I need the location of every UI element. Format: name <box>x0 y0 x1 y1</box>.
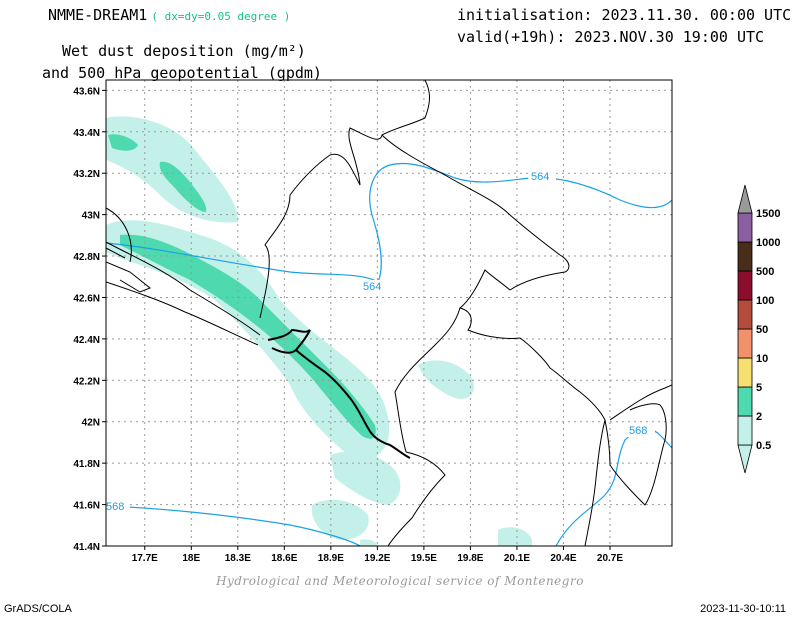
lat-ticks: 41.4N 41.6N 41.8N 42N 42.2N 42.4N 42.6N 42.8N 43… <box>73 86 106 553</box>
deposition-medium-coastal <box>120 234 376 439</box>
contour-564 <box>106 162 672 283</box>
colorbar-level-label: 10 <box>756 353 768 365</box>
resolution-label: ( dx=dy=0.05 degree ) <box>151 10 291 23</box>
country-borders <box>106 80 672 546</box>
deposition-light-se <box>498 527 532 546</box>
lat-tick-label: 43.4N <box>73 128 100 139</box>
colorbar-swatch <box>737 241 753 272</box>
lon-tick-label: 20.1E <box>504 553 530 564</box>
border-east <box>609 384 672 421</box>
plot-frame <box>105 79 673 547</box>
colorbar-arrow-low <box>737 444 753 474</box>
colorbar-swatch <box>737 386 753 417</box>
lat-tick-label: 43.6N <box>73 86 100 97</box>
model-name: NMME-DREAM1( dx=dy=0.05 degree ) <box>48 6 290 24</box>
deposition-light-south <box>330 451 401 505</box>
render-timestamp: 2023-11-30-10:11 <box>700 603 786 615</box>
coast-croatia <box>106 241 261 346</box>
lat-tick-label: 41.8N <box>73 459 100 470</box>
colorbar-swatch <box>737 270 753 301</box>
lon-tick-label: 18E <box>182 553 200 564</box>
credit-line: Hydrological and Meteorological service … <box>216 574 584 588</box>
contour-568-east <box>555 428 672 546</box>
deposition-colorbar: 0.5 2 5 10 50 100 500 1000 1500 <box>737 184 780 474</box>
colorbar-level-label: 5 <box>756 382 762 394</box>
deposition-light-east <box>418 360 475 399</box>
montenegro-coastline <box>267 328 411 459</box>
lon-tick-label: 18.3E <box>225 553 251 564</box>
contour-label-568-east: 568 <box>629 425 647 437</box>
map-title-line1: Wet dust deposition (mg/m²) <box>62 42 306 60</box>
lat-tick-label: 42.4N <box>73 335 100 346</box>
colorbar-swatch <box>737 299 753 330</box>
lat-tick-label: 43N <box>82 211 100 222</box>
colorbar-swatch <box>737 212 753 243</box>
colorbar-level-label: 50 <box>756 324 768 336</box>
lat-tick-label: 42.6N <box>73 293 100 304</box>
valid-time: valid(+19h): 2023.NOV.30 19:00 UTC <box>457 28 765 46</box>
colorbar-level-label: 2 <box>756 411 762 423</box>
deposition-light-sw-corner <box>360 539 378 546</box>
lon-tick-label: 19.5E <box>411 553 437 564</box>
contour-label-568-west: 568 <box>106 501 124 513</box>
border-kosovo-sea <box>584 419 606 546</box>
lat-tick-label: 41.4N <box>73 542 100 553</box>
deposition-field <box>106 116 532 546</box>
deposition-medium-north2 <box>159 161 207 212</box>
lon-tick-label: 17.7E <box>132 553 158 564</box>
border-serbia <box>381 134 667 506</box>
model-label: NMME-DREAM1 <box>48 6 148 24</box>
border-bih-montenegro <box>106 80 430 319</box>
lat-tick-label: 43.2N <box>73 169 100 180</box>
initialisation-time: initialisation: 2023.11.30. 00:00 UTC <box>457 6 792 24</box>
colorbar-swatch <box>737 357 753 388</box>
map-title-line2: and 500 hPa geopotential (gpdm) <box>42 64 322 82</box>
lon-tick-label: 20.7E <box>597 553 623 564</box>
colorbar-level-label: 100 <box>756 295 774 307</box>
border-albania <box>387 307 461 546</box>
colorbar-level-label: 500 <box>756 266 774 278</box>
deposition-light-southwest <box>311 499 369 540</box>
lon-tick-label: 18.9E <box>318 553 344 564</box>
lat-tick-label: 41.6N <box>73 501 100 512</box>
lon-tick-label: 19.2E <box>364 553 390 564</box>
colorbar-level-label: 1500 <box>756 208 780 220</box>
lat-tick-label: 42.2N <box>73 376 100 387</box>
lon-tick-label: 20.4E <box>550 553 576 564</box>
contour-label-564-west: 564 <box>363 281 381 293</box>
colorbar-level-label: 0.5 <box>756 440 771 452</box>
colorbar-swatch <box>737 328 753 359</box>
lon-ticks: 17.7E 18E 18.3E 18.6E 18.9E 19.2E 19.5E 19.8E 20… <box>132 546 623 564</box>
lat-tick-label: 42.8N <box>73 252 100 263</box>
software-label: GrADS/COLA <box>4 603 72 615</box>
colorbar-arrow-high <box>737 184 753 214</box>
deposition-medium-north1 <box>108 134 138 151</box>
lon-tick-label: 19.8E <box>457 553 483 564</box>
lon-tick-label: 18.6E <box>271 553 297 564</box>
colorbar-level-label: 1000 <box>756 237 780 249</box>
deposition-light-coastal <box>106 220 390 460</box>
lat-tick-label: 42N <box>82 418 100 429</box>
colorbar-swatch <box>737 415 753 446</box>
contour-label-564-east: 564 <box>531 171 549 183</box>
contour-568-west <box>106 505 361 546</box>
